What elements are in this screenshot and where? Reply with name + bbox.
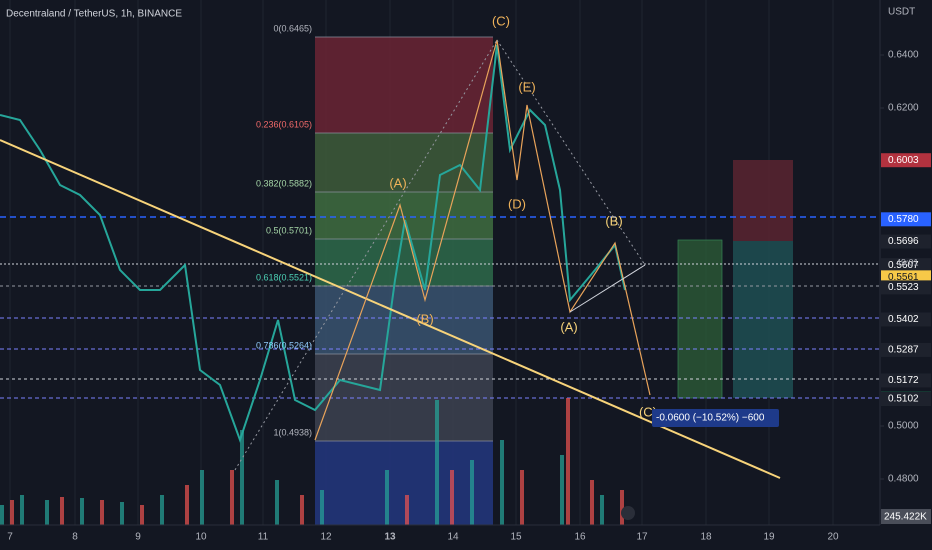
price-badge-label: 0.5780 (888, 214, 919, 225)
volume-badge (881, 509, 931, 524)
price-badge-label: 0.5172 (888, 375, 919, 386)
fib-label: 0.786(0.5264) (256, 340, 312, 350)
fib-label: 0.5(0.5701) (266, 225, 312, 235)
drawings (0, 39, 781, 479)
price-axis-items: 0.6400 0.6200 0.5000 0.4800 0.6003 0.5780 0.56… (880, 50, 931, 485)
price-badge (881, 280, 931, 295)
time-tick-label: 13 (384, 532, 396, 543)
wave-label: (A) (389, 175, 406, 190)
price-badge-label: 0.5523 (888, 282, 919, 293)
price-path (0, 44, 626, 444)
price-tick-label: 0.5000 (888, 421, 919, 432)
price-tick-label: 0.6400 (888, 50, 919, 61)
fib-label: 0.236(0.6105) (256, 119, 312, 129)
measurement-box (652, 409, 779, 427)
wave-label: (B) (416, 311, 433, 326)
time-tick-label: 8 (72, 532, 78, 543)
time-tick-label: 12 (320, 532, 332, 543)
fib-label: 0(0.6465) (273, 23, 312, 33)
time-tick-label: 16 (574, 532, 586, 543)
time-axis-items: 7 8 9 10 11 12 13 14 15 16 17 18 19 20 (7, 532, 839, 543)
price-badge (881, 373, 931, 388)
position-tools (677, 160, 793, 399)
countdown: 49:01 (896, 257, 919, 267)
price-badge-label: 0.5102 (888, 394, 919, 405)
price-badge (881, 234, 931, 249)
wave-label: (E) (518, 79, 535, 94)
symbol-title[interactable]: Decentraland / TetherUS, 1h, BINANCE (6, 9, 182, 20)
price-tick-label: 0.4800 (888, 474, 919, 485)
replay-button[interactable] (621, 506, 635, 520)
price-badge (881, 153, 931, 168)
price-badge (881, 312, 931, 327)
price-badge-label: 0.5402 (888, 314, 919, 325)
price-badge (881, 258, 931, 273)
price-levels (0, 216, 880, 399)
fib-retracement (315, 36, 493, 525)
price-badge-label: 0.6003 (888, 155, 919, 166)
price-badge-label: 0.5607 (888, 260, 919, 271)
price-badge (881, 342, 931, 357)
fib-label: 1(0.4938) (273, 427, 312, 437)
time-tick-label: 14 (447, 532, 459, 543)
price-tick-label: 0.6200 (888, 103, 919, 114)
volume-badge-label: 245.422K (884, 512, 927, 523)
price-unit: USDT (888, 7, 915, 18)
time-tick-label: 10 (195, 532, 207, 543)
fib-label: 0.382(0.5882) (256, 178, 312, 188)
price-badge (881, 212, 931, 227)
price-badge-label: 0.5287 (888, 345, 919, 356)
wave-label: (A) (560, 319, 577, 334)
time-tick-label: 15 (510, 532, 522, 543)
wave-label: (C) (492, 13, 510, 28)
measurement-label: -0.0600 (−10.52%) −600 (656, 413, 765, 424)
time-tick-label: 20 (827, 532, 839, 543)
wave-label: (D) (508, 196, 526, 211)
price-badge-label: 0.5696 (888, 236, 919, 247)
wave-label: (B) (605, 213, 622, 228)
time-tick-label: 7 (7, 532, 13, 543)
fib-label: 0.618(0.5521) (256, 272, 312, 282)
time-tick-label: 11 (258, 532, 269, 543)
time-tick-label: 17 (636, 532, 648, 543)
time-tick-label: 9 (135, 532, 141, 543)
time-tick-label: 19 (763, 532, 775, 543)
price-badge (881, 391, 931, 406)
price-badge-label: 0.5561 (888, 272, 919, 283)
time-tick-label: 18 (700, 532, 712, 543)
